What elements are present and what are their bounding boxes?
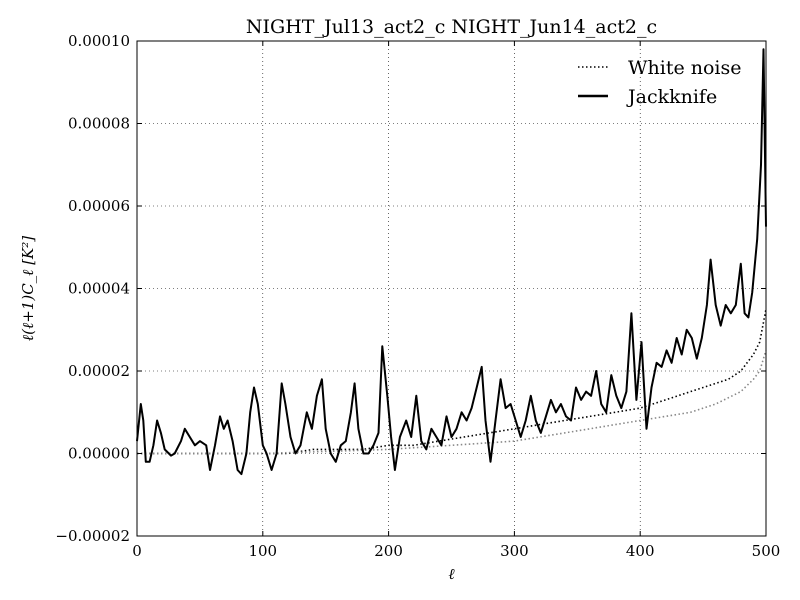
x-tick-label: 200 bbox=[374, 542, 403, 560]
series-layer bbox=[136, 48, 767, 476]
x-axis-label: ℓ bbox=[448, 565, 454, 583]
x-tick-label: 500 bbox=[752, 542, 781, 560]
y-tick-label: 0.00008 bbox=[68, 115, 130, 133]
series-line-2 bbox=[136, 48, 767, 476]
axis-ticks: 0 100 200 300 400 500 −0.00002 0.00000 0.00002 0.… bbox=[55, 32, 780, 560]
x-tick-label: 100 bbox=[248, 542, 277, 560]
y-tick-label: 0.00010 bbox=[68, 32, 130, 50]
y-tick-label: 0.00004 bbox=[68, 280, 130, 298]
legend-label: Jackknife bbox=[626, 86, 717, 108]
x-tick-label: 300 bbox=[500, 542, 529, 560]
chart-title: NIGHT_Jul13_act2_c NIGHT_Jun14_act2_c bbox=[246, 16, 657, 38]
series-line-1 bbox=[137, 350, 767, 455]
x-tick-label: 0 bbox=[132, 542, 142, 560]
x-tick-label: 400 bbox=[626, 542, 655, 560]
y-tick-label: −0.00002 bbox=[55, 527, 130, 545]
y-tick-label: 0.00000 bbox=[68, 445, 130, 463]
y-tick-label: 0.00006 bbox=[68, 197, 130, 215]
legend-label: White noise bbox=[628, 57, 742, 79]
y-axis-label: ℓ(ℓ+1)C_ℓ [K²] bbox=[19, 236, 37, 341]
legend: White noise Jackknife bbox=[578, 57, 742, 108]
y-tick-label: 0.00002 bbox=[68, 362, 130, 380]
